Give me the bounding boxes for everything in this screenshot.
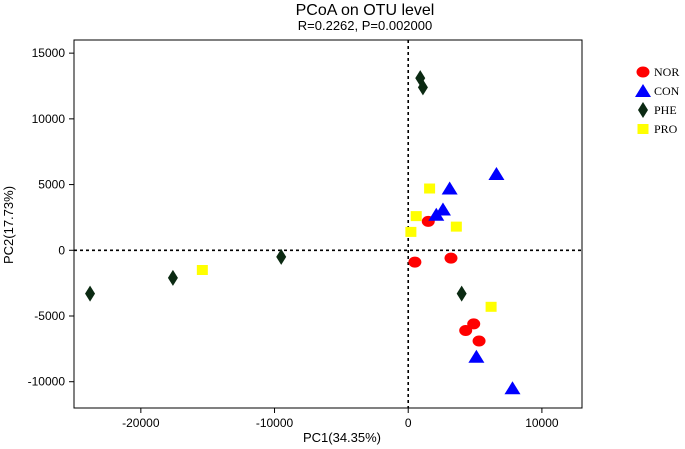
x-axis-label: PC1(34.35%) [303, 430, 381, 445]
data-point-pro [424, 183, 436, 194]
data-point-con [504, 381, 521, 395]
data-point-con [468, 349, 485, 363]
x-tick-label: -20000 [122, 416, 160, 430]
data-point-nor [444, 252, 458, 264]
data-point-nor [472, 335, 486, 347]
reference-lines [74, 40, 582, 408]
plot-area: -20000 -10000 0 10000 -10000 -5000 0 5000 10000… [28, 39, 583, 430]
y-axis-ticks: -10000 -5000 0 5000 10000 15000 [28, 46, 74, 389]
legend-label-phe: PHE [654, 103, 677, 117]
y-tick-label: -5000 [34, 309, 65, 323]
legend-marker-con [635, 84, 651, 97]
legend-label-pro: PRO [654, 122, 678, 136]
data-point-phe [456, 285, 467, 302]
data-point-pro [410, 211, 422, 222]
data-point-pro [485, 301, 497, 312]
x-axis-ticks: -20000 -10000 0 10000 [122, 408, 559, 430]
data-point-con [428, 207, 445, 221]
y-tick-label: 15000 [32, 46, 66, 60]
data-point-phe [167, 269, 178, 286]
data-point-phe [85, 285, 96, 302]
y-tick-label: 5000 [38, 178, 65, 192]
y-axis-label: PC2(17.73%) [1, 186, 16, 264]
data-point-phe [276, 248, 287, 265]
legend-marker-pro [637, 124, 649, 134]
chart-title: PCoA on OTU level [296, 2, 435, 19]
legend-marker-phe [638, 102, 648, 118]
x-tick-label: 10000 [525, 416, 559, 430]
data-points [85, 70, 521, 395]
legend-label-con: CON [654, 84, 680, 98]
legend-marker-nor [636, 66, 650, 78]
legend: NOR CON PHE PRO [635, 65, 680, 136]
plot-frame [73, 39, 583, 409]
x-tick-label: 0 [405, 416, 412, 430]
legend-label-nor: NOR [654, 65, 679, 79]
data-point-pro [405, 226, 417, 237]
data-point-pro [450, 221, 462, 232]
y-tick-label: 0 [58, 243, 65, 257]
y-tick-label: -10000 [28, 375, 66, 389]
data-point-phe [417, 79, 428, 96]
x-tick-label: -10000 [256, 416, 294, 430]
data-point-con [441, 181, 458, 195]
data-point-pro [196, 265, 208, 275]
data-point-nor [459, 324, 473, 336]
chart-subtitle: R=0.2262, P=0.002000 [298, 18, 432, 33]
data-point-nor [408, 256, 422, 268]
y-tick-label: 10000 [32, 112, 66, 126]
data-point-nor [467, 318, 481, 330]
data-point-con [488, 167, 505, 181]
